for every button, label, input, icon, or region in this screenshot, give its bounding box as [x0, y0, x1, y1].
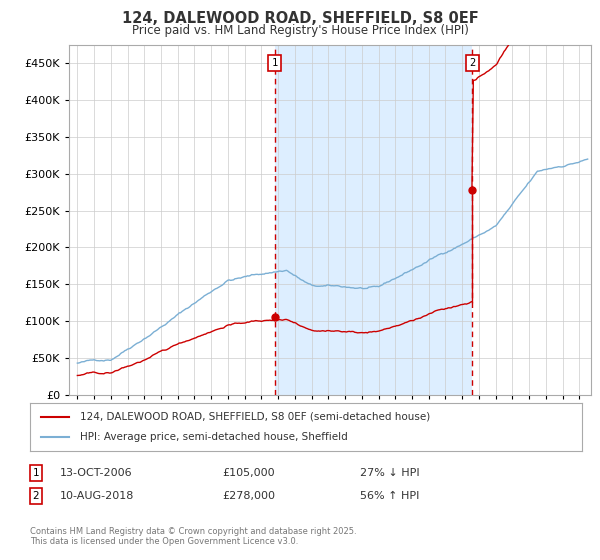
Text: Contains HM Land Registry data © Crown copyright and database right 2025.
This d: Contains HM Land Registry data © Crown c…: [30, 527, 356, 546]
Text: HPI: Average price, semi-detached house, Sheffield: HPI: Average price, semi-detached house,…: [80, 432, 347, 442]
Text: £278,000: £278,000: [222, 491, 275, 501]
Text: Price paid vs. HM Land Registry's House Price Index (HPI): Price paid vs. HM Land Registry's House …: [131, 24, 469, 36]
Text: 2: 2: [32, 491, 40, 501]
Text: 10-AUG-2018: 10-AUG-2018: [60, 491, 134, 501]
Text: 27% ↓ HPI: 27% ↓ HPI: [360, 468, 419, 478]
Text: 1: 1: [32, 468, 40, 478]
Text: 124, DALEWOOD ROAD, SHEFFIELD, S8 0EF: 124, DALEWOOD ROAD, SHEFFIELD, S8 0EF: [122, 11, 478, 26]
Text: 13-OCT-2006: 13-OCT-2006: [60, 468, 133, 478]
Text: 1: 1: [271, 58, 278, 68]
Text: 56% ↑ HPI: 56% ↑ HPI: [360, 491, 419, 501]
Bar: [275, 45, 472, 395]
Text: £105,000: £105,000: [222, 468, 275, 478]
Text: 2: 2: [469, 58, 476, 68]
Text: 124, DALEWOOD ROAD, SHEFFIELD, S8 0EF (semi-detached house): 124, DALEWOOD ROAD, SHEFFIELD, S8 0EF (s…: [80, 412, 430, 422]
